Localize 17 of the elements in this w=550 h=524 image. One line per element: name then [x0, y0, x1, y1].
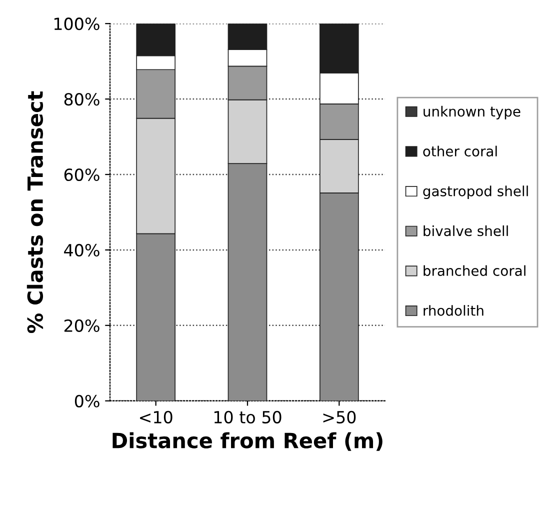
- legend-label: rhodolith: [424, 305, 484, 316]
- x-tick-label: 10 to 50: [214, 410, 282, 424]
- legend-label: unknown type: [424, 106, 520, 120]
- x-tick-label: >50: [323, 410, 356, 424]
- x-tick-label: <10: [140, 410, 172, 424]
- y-tick-label: 0%: [74, 394, 100, 408]
- y-tick-label: 60%: [64, 168, 100, 182]
- y-tick-label: 80%: [64, 93, 100, 106]
- x-axis-title: Distance from Reef (m): [112, 432, 382, 451]
- y-axis-title: % Clasts on Transect: [26, 91, 44, 334]
- legend-label: other coral: [423, 146, 497, 157]
- y-tick-label: 20%: [64, 319, 100, 332]
- legend-label: gastropod shell: [423, 186, 528, 200]
- y-tick-label: 100%: [54, 18, 100, 30]
- y-tick-label: 40%: [64, 244, 100, 257]
- legend-label: bivalve shell: [424, 225, 508, 236]
- legend-label: branched coral: [424, 265, 526, 276]
